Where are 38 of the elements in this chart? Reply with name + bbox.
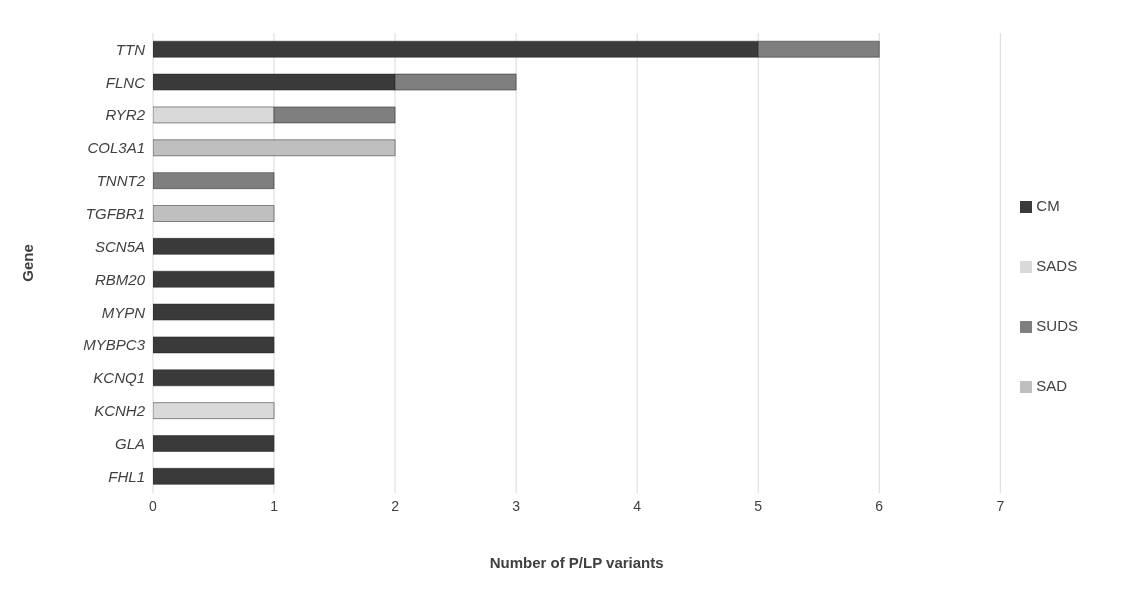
bar bbox=[153, 468, 275, 485]
x-tick-label: 3 bbox=[512, 497, 521, 514]
y-tick-label: MYPN bbox=[101, 303, 146, 321]
x-tick-label: 1 bbox=[270, 497, 279, 514]
legend-label: CM bbox=[1036, 196, 1060, 214]
legend-label: SUDS bbox=[1036, 316, 1078, 334]
x-tick-label: 4 bbox=[633, 497, 642, 514]
legend-label: SAD bbox=[1036, 376, 1068, 394]
x-tick-label: 0 bbox=[149, 497, 158, 514]
x-tick-label: 2 bbox=[391, 497, 400, 514]
y-tick-label: KCNH2 bbox=[94, 402, 146, 420]
bar bbox=[153, 303, 275, 321]
y-axis-title: Gene bbox=[19, 244, 37, 282]
x-axis-title: Number of P/LP variants bbox=[489, 554, 664, 571]
bar bbox=[153, 139, 396, 157]
y-tick-label: SCN5A bbox=[94, 237, 145, 255]
y-tick-label: TNNT2 bbox=[96, 172, 146, 190]
y-tick-label: FLNC bbox=[105, 73, 146, 91]
x-tick-label: 5 bbox=[754, 497, 763, 514]
y-tick-label: KCNQ1 bbox=[93, 369, 145, 387]
y-tick-label: MYBPC3 bbox=[83, 336, 146, 354]
bar bbox=[153, 205, 275, 222]
y-tick-label: RBM20 bbox=[94, 270, 146, 288]
x-tick-label: 7 bbox=[996, 497, 1005, 514]
legend-label: SADS bbox=[1036, 256, 1078, 274]
y-tick-label: TTN bbox=[115, 40, 146, 58]
y-tick-label: RYR2 bbox=[105, 106, 146, 124]
y-tick-label: GLA bbox=[114, 435, 145, 453]
bar bbox=[153, 336, 275, 354]
x-tick-label: 6 bbox=[875, 497, 884, 514]
y-tick-label: FHL1 bbox=[108, 467, 145, 485]
y-tick-label: TGFBR1 bbox=[85, 205, 145, 223]
bar bbox=[153, 270, 275, 288]
bar bbox=[153, 369, 275, 387]
y-tick-label: COL3A1 bbox=[87, 139, 145, 157]
bar bbox=[153, 435, 275, 452]
bar bbox=[153, 238, 275, 255]
bar bbox=[153, 172, 275, 189]
